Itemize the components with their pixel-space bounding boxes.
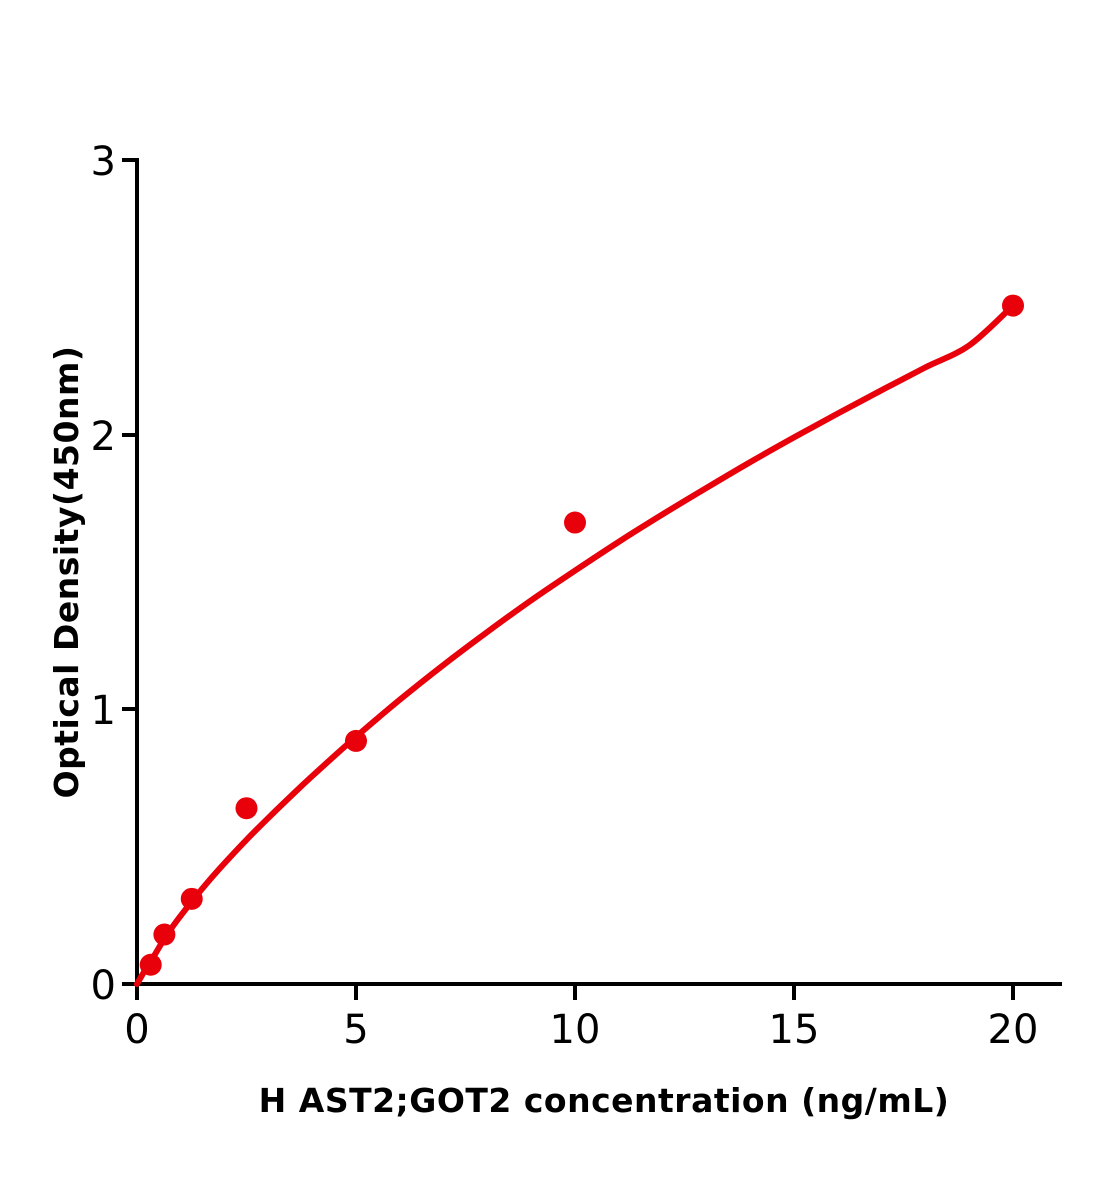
x-axis-ticks	[135, 984, 1015, 1000]
y-tick-label-0: 0	[91, 963, 116, 1009]
data-point-marker	[153, 923, 176, 946]
data-series-layer	[134, 294, 1024, 987]
x-tick-label-10: 10	[550, 1007, 601, 1053]
y-axis-ticks	[122, 158, 137, 986]
x-tick-label-20: 20	[988, 1007, 1039, 1053]
y-tick-label-2: 2	[91, 414, 116, 460]
data-point-marker	[139, 953, 162, 976]
data-point-marker	[235, 797, 258, 820]
data-point-marker	[564, 511, 586, 534]
data-point-marker	[180, 887, 203, 910]
x-axis-title: H AST2;GOT2 concentration (ng/mL)	[259, 1081, 950, 1120]
data-point-marker	[345, 729, 367, 752]
y-axis-title: Optical Density(450nm)	[47, 346, 86, 799]
y-tick-label-1: 1	[91, 688, 116, 734]
fit-curve-line	[134, 302, 1016, 987]
x-tick-label-0: 0	[124, 1007, 149, 1053]
x-tick-label-5: 5	[343, 1007, 368, 1053]
y-tick-label-3: 3	[91, 139, 116, 185]
data-point-marker	[1002, 294, 1024, 317]
x-tick-label-15: 15	[769, 1007, 820, 1053]
